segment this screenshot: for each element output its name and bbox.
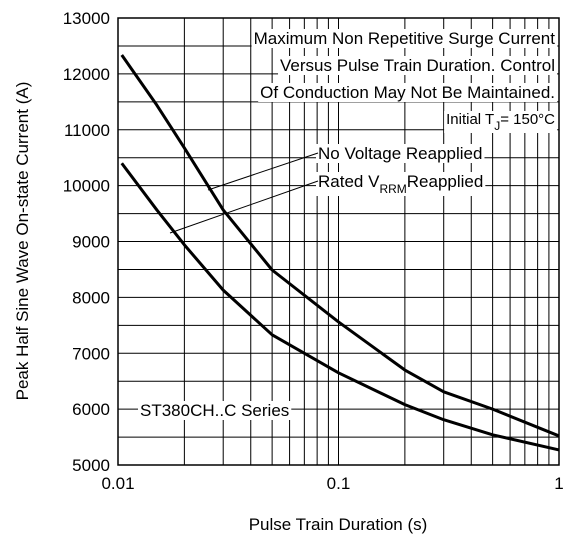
y-tick-label: 12000 [63,65,110,84]
subscript: RRM [379,182,406,196]
annotation-part: Rated V [318,172,380,191]
annotation: Versus Pulse Train Duration. Control [280,56,555,75]
y-tick-label: 11000 [64,121,110,140]
annotation-part: = 150°C [500,111,555,128]
y-tick-label: 5000 [72,456,110,475]
annotation: No Voltage Reapplied [318,144,482,163]
y-tick-label: 9000 [72,233,110,252]
y-tick-label: 6000 [72,400,110,419]
curve [120,162,560,452]
label-backgrounds [138,29,558,420]
label-background [258,83,557,102]
label-background [444,111,558,133]
y-tick-label: 7000 [72,344,110,363]
label-background [138,401,292,420]
annotation: ST380CH..C Series [140,401,289,420]
leader-line [169,180,319,234]
y-tick-label: 8000 [72,288,110,307]
label-background [278,56,557,75]
label-background [316,172,486,196]
x-axis-label: Pulse Train Duration (s) [249,515,428,534]
x-tick-label: 0.1 [327,474,351,493]
plot-frame [117,17,560,466]
x-tick-label: 0.01 [101,474,134,493]
y-tick-label: 13000 [63,9,110,28]
annotation-part: Initial T [446,111,494,128]
curve [120,54,560,438]
y-tick-label: 10000 [63,177,110,196]
curves [120,54,560,452]
label-background [316,144,485,163]
subscript: J [494,119,500,133]
annotation: Of Conduction May Not Be Maintained. [260,83,555,102]
leader-line [207,152,319,191]
label-background [251,29,558,48]
annotations: Maximum Non Repetitive Surge Current Vers… [140,29,555,420]
annotation: Rated VRRMReapplied [318,172,483,196]
annotation: Maximum Non Repetitive Surge Current [254,29,556,48]
annotation: Initial TJ= 150°C [446,111,555,133]
y-axis-label: Peak Half Sine Wave On-state Current (A) [13,82,32,401]
x-tick-label: 1 [554,474,563,493]
annotation-part: Reapplied [407,172,484,191]
